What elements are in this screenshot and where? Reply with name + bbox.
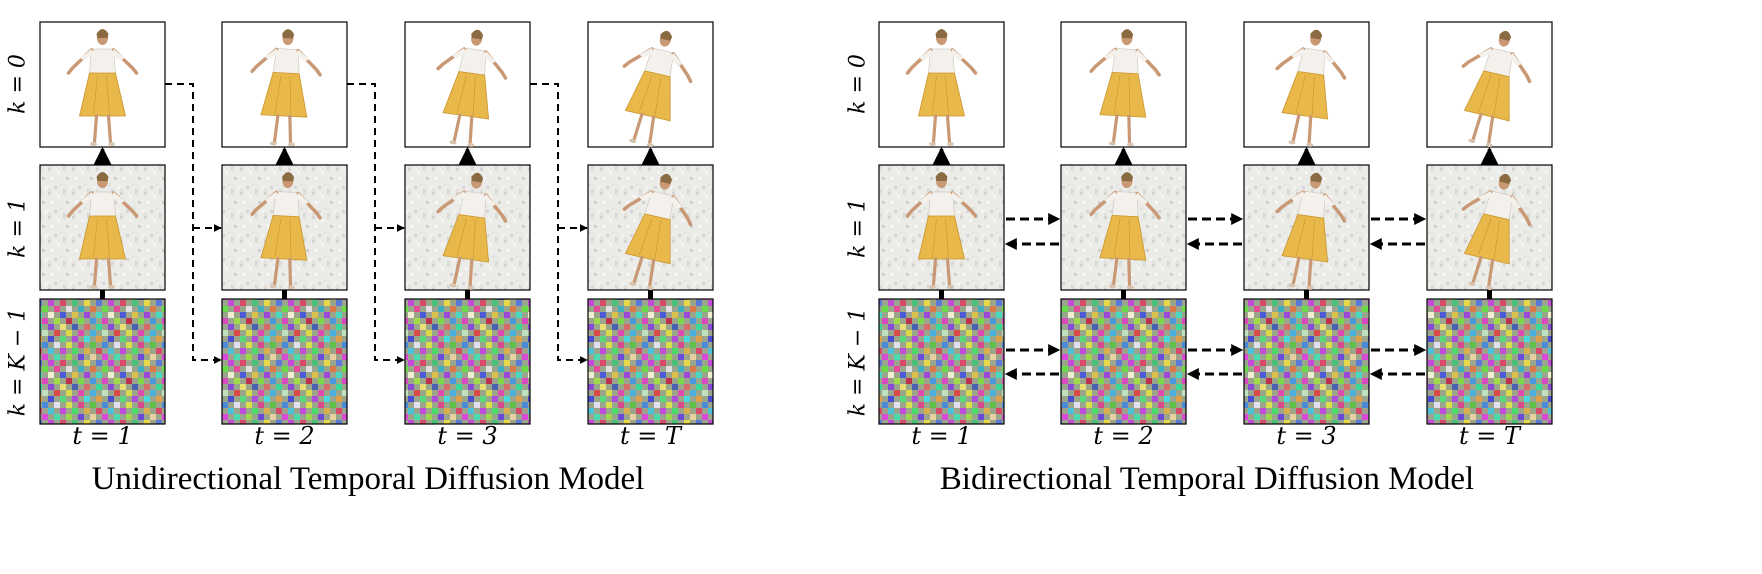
unidirectional-panel: k = 0 k = 1 k = K − 1 t = 1 t = 2 t = 3 t = T U… <box>6 21 714 497</box>
row-label: k = K − 1 <box>6 308 31 417</box>
column-label: t = 2 <box>254 422 314 450</box>
row-label: k = 0 <box>846 54 871 114</box>
row-label: k = K − 1 <box>846 308 871 417</box>
frame-image <box>878 298 1005 425</box>
row-label: k = 1 <box>6 198 31 258</box>
frame-image <box>39 298 166 425</box>
column-label: t = T <box>1459 422 1522 450</box>
frame-image <box>587 298 714 425</box>
temporal-dependency-arrow <box>165 83 222 364</box>
temporal-dependency-arrow <box>347 83 405 364</box>
column-label: t = 3 <box>437 422 497 450</box>
panel-caption: Bidirectional Temporal Diffusion Model <box>940 461 1474 497</box>
column-label: t = 1 <box>72 422 132 450</box>
row-label: k = 0 <box>6 54 31 114</box>
frame-image <box>1426 298 1553 425</box>
column-label: t = 1 <box>911 422 971 450</box>
column-label: t = T <box>620 422 683 450</box>
column-label: t = 2 <box>1093 422 1153 450</box>
row-label: k = 1 <box>846 198 871 258</box>
frame-image <box>221 298 348 425</box>
bidirectional-panel: k = 0 k = 1 k = K − 1 t = 1 t = 2 t = 3 t = T B… <box>846 21 1553 497</box>
frame-image <box>1243 298 1370 425</box>
frame-image <box>404 298 531 425</box>
column-label: t = 3 <box>1276 422 1336 450</box>
frame-image <box>1060 298 1187 425</box>
panel-caption: Unidirectional Temporal Diffusion Model <box>92 461 645 497</box>
temporal-dependency-arrow <box>530 83 588 364</box>
